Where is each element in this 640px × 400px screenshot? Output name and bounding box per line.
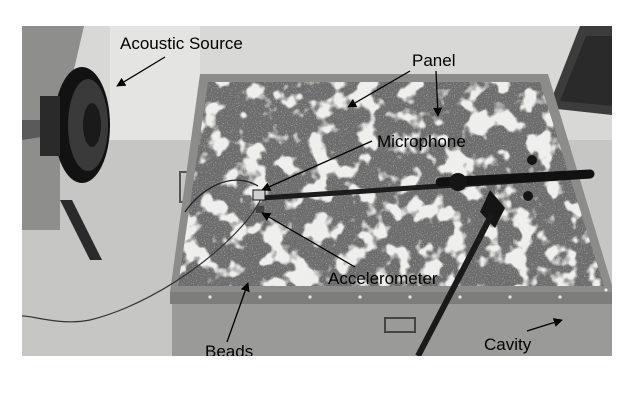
label-panel: Panel bbox=[412, 51, 455, 70]
arrow-beads bbox=[226, 282, 250, 343]
arrow-panel-right bbox=[433, 70, 443, 117]
cavity-box-top-rim bbox=[170, 292, 612, 304]
speaker-icon bbox=[40, 67, 110, 183]
cable bbox=[22, 195, 263, 323]
label-cavity: Cavity bbox=[484, 335, 532, 354]
cavity-handle bbox=[384, 317, 416, 333]
beads-grain bbox=[178, 82, 604, 286]
label-acoustic-source: Acoustic Source bbox=[120, 34, 243, 53]
arrow-accelerometer bbox=[261, 212, 356, 268]
frame-rivets bbox=[208, 288, 608, 299]
cable bbox=[184, 179, 259, 213]
wall-edge bbox=[110, 26, 200, 140]
arrow-acoustic-source bbox=[116, 56, 166, 87]
microphone-stand bbox=[259, 155, 595, 356]
experiment-photo: Acoustic Source Panel Microphone Acceler… bbox=[22, 26, 612, 356]
label-beads: Beads bbox=[205, 342, 253, 356]
right-frame-inner bbox=[560, 36, 612, 106]
arrow-panel-left bbox=[347, 70, 411, 108]
table-leg bbox=[60, 200, 102, 260]
microphone-icon bbox=[252, 189, 266, 201]
arrow-cavity bbox=[526, 318, 563, 332]
label-accelerometer: Accelerometer bbox=[328, 269, 438, 288]
cavity-box bbox=[172, 300, 612, 356]
arrow-microphone bbox=[261, 140, 373, 191]
accelerometer-icon bbox=[256, 206, 264, 213]
label-microphone: Microphone bbox=[377, 132, 466, 151]
